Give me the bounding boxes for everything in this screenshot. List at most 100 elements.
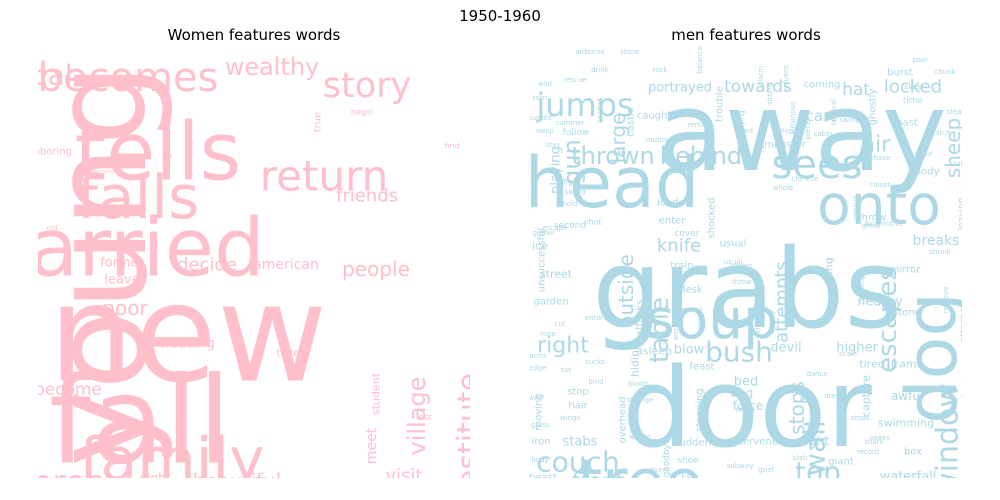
cloud-word: winter <box>629 433 651 441</box>
cloud-word: airborne <box>575 48 604 56</box>
cloud-word: rope <box>540 330 556 338</box>
cloud-word: gather <box>532 229 555 237</box>
cloud-word: friends <box>336 186 398 207</box>
cloud-word: small <box>736 406 755 414</box>
cloud-word: shop <box>777 127 794 135</box>
cloud-word: chunk <box>934 68 956 76</box>
cloud-word: dance <box>806 370 827 378</box>
cloud-word: glass <box>531 421 549 429</box>
cloud-word: people <box>342 257 410 281</box>
cloud-word: shark <box>864 438 884 446</box>
cloud-word: wings <box>560 414 581 422</box>
cloud-word: local <box>38 59 73 92</box>
cloud-word: villainous <box>789 101 797 134</box>
cloud-word: right <box>537 334 589 359</box>
cloud-word: shrink <box>929 248 951 256</box>
cloud-word: moving <box>534 393 545 430</box>
cloud-word: wall <box>799 420 832 476</box>
cloud-word: feast <box>690 362 715 373</box>
cloud-word: becomes <box>38 55 218 101</box>
cloud-word: tropical <box>830 99 838 125</box>
cloud-word: fight <box>563 178 581 187</box>
cloud-word: dying <box>738 110 746 129</box>
cloud-word: monster <box>764 140 806 151</box>
cloud-word: capture <box>860 375 873 417</box>
cloud-word: pick <box>800 394 815 402</box>
cloud-word: shot <box>584 218 601 227</box>
cloud-word: garden <box>533 297 568 308</box>
cloud-word: whole <box>773 184 794 192</box>
cloud-word: large <box>606 113 630 164</box>
cloud-word: hair <box>568 401 588 412</box>
cloud-word: table <box>645 297 675 363</box>
cloud-word: torn <box>533 94 547 102</box>
cloud-word: desk <box>679 285 703 296</box>
cloud-word: find <box>444 142 459 151</box>
cloud-word: refuses <box>782 65 790 91</box>
cloud-word: pieces <box>804 116 812 139</box>
cloud-word: second <box>554 221 586 231</box>
cloud-word: meet <box>364 427 380 464</box>
cloud-word: true <box>313 112 324 133</box>
cloud-word: skiing <box>961 170 962 190</box>
cloud-word: night <box>140 471 171 478</box>
cloud-word: enters <box>585 314 608 322</box>
cloud-word: jumps <box>535 86 633 124</box>
cloud-word: behind <box>660 142 742 170</box>
cloud-word: cover <box>674 229 699 239</box>
cloud-word: iron <box>531 437 550 448</box>
cloud-word: leave <box>104 273 139 288</box>
cloud-word: scare <box>798 107 838 125</box>
cloud-word: onto <box>817 173 941 237</box>
cloud-word: burning <box>960 371 962 398</box>
cloud-word: breaks <box>913 233 960 249</box>
cloud-word: bag <box>731 386 754 400</box>
cloud-word: grief <box>758 466 775 474</box>
cloud-word: bind <box>588 378 603 386</box>
cloud-word: air <box>862 133 892 158</box>
cloud-word: remark <box>687 121 713 129</box>
cloud-word: ghostly <box>868 89 879 126</box>
cloud-word: fall <box>49 353 231 479</box>
cloud-word: locomotive <box>865 220 904 228</box>
cloud-word: wire <box>530 394 543 402</box>
cloud-word: family <box>79 425 264 478</box>
cloud-word: past <box>896 118 918 129</box>
cloud-word: giant <box>828 457 854 468</box>
cloud-word: force <box>733 399 763 413</box>
cloud-word: hat <box>842 80 870 100</box>
cloud-word: heading <box>858 276 866 304</box>
cloud-word: tells <box>75 106 242 199</box>
cloud-word: top <box>795 456 841 479</box>
cloud-word: playing <box>549 146 564 194</box>
cloud-word: slab <box>793 454 808 462</box>
cloud-word: suddenly <box>674 438 720 449</box>
cloud-word: stone <box>620 48 639 56</box>
women-panel-title: Women features words <box>167 26 341 44</box>
cloud-word: castle <box>626 107 637 137</box>
cloud-word: pair <box>919 150 933 158</box>
cloud-word: throw <box>858 213 886 224</box>
cloud-word: poor <box>102 296 148 320</box>
cloud-word: seeks <box>870 434 890 442</box>
cloud-word: head <box>530 142 699 224</box>
cloud-word: using <box>823 257 836 287</box>
cloud-word: return <box>260 152 388 201</box>
cloud-word: stopping <box>695 388 706 431</box>
cloud-word: trapped <box>676 269 704 277</box>
men-panel-title: men features words <box>671 26 821 44</box>
cloud-word: window <box>931 383 963 478</box>
cloud-word: mirror <box>890 265 921 276</box>
cloud-word: usual <box>724 258 743 266</box>
cloud-word: usual <box>720 239 747 250</box>
cloud-word: throw <box>732 278 752 286</box>
cloud-word: fall <box>599 300 610 308</box>
cloud-word: catch <box>931 129 950 137</box>
cloud-word: swimming <box>878 417 934 430</box>
cloud-word: ghost <box>861 222 881 230</box>
cloud-word: leaving <box>957 198 962 231</box>
cloud-word: rage <box>696 314 704 330</box>
cloud-word: door <box>622 344 872 472</box>
cloud-word: loaded <box>596 98 604 122</box>
